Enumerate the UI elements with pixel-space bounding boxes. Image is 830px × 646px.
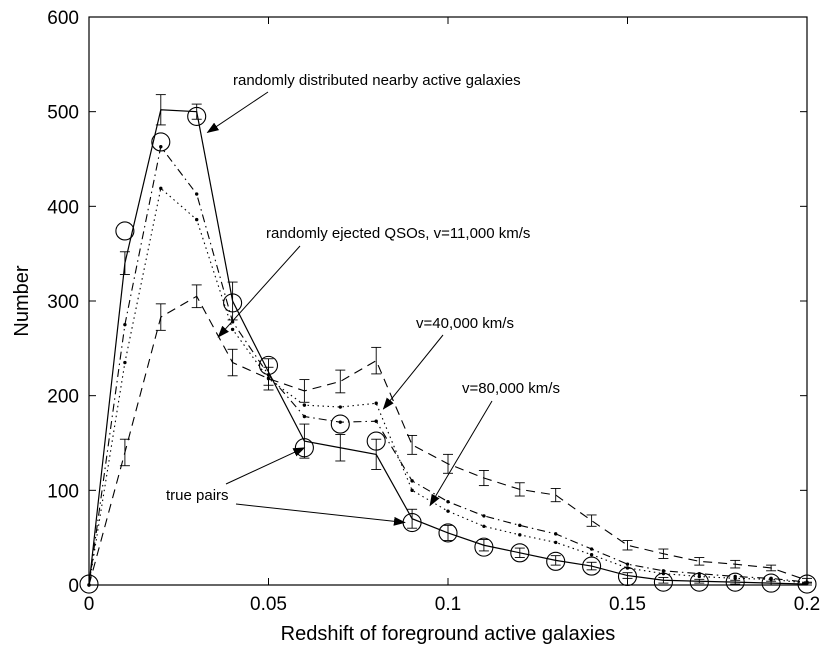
data-point [159, 186, 163, 191]
y-tick-label: 100 [47, 481, 79, 502]
data-point [446, 499, 450, 504]
data-point [554, 532, 558, 536]
annotation-arrow [429, 400, 493, 507]
y-tick-label: 600 [47, 8, 79, 29]
data-point [266, 376, 271, 381]
data-point [589, 547, 594, 551]
x-axis-label: Redshift of foreground active galaxies [281, 623, 616, 645]
data-point-circle [115, 221, 135, 241]
y-tick-label: 0 [68, 576, 79, 597]
annotation-arrow [225, 447, 306, 485]
data-point-circle [223, 293, 243, 313]
data-point [123, 322, 127, 327]
data-point-circle [366, 431, 386, 451]
data-point [159, 144, 163, 149]
annotation-ejected-qsos: randomly ejected QSOs, v=11,000 km/s [266, 225, 530, 242]
data-point [697, 574, 701, 579]
data-point-circle [797, 574, 817, 594]
data-point-circle [474, 537, 494, 557]
data-point [338, 405, 342, 409]
data-point [123, 360, 127, 365]
data-point [302, 414, 307, 419]
data-point [338, 420, 342, 424]
annotation-arrow [235, 503, 406, 526]
data-point [518, 533, 522, 537]
data-point-circle [725, 572, 745, 592]
data-point [230, 327, 235, 332]
data-point [374, 419, 378, 423]
data-point-circle [510, 543, 530, 563]
data-point [195, 192, 199, 196]
y-tick-label: 300 [47, 292, 79, 313]
data-point [733, 576, 737, 581]
data-point [589, 553, 594, 557]
y-tick-label: 200 [47, 387, 79, 408]
y-tick-label: 400 [47, 197, 79, 218]
data-point [769, 577, 773, 582]
series-solid [88, 94, 812, 586]
x-tick-label: 0 [84, 594, 95, 615]
data-point-circle [258, 355, 279, 375]
y-axis-label: Number [11, 265, 33, 336]
data-point-circle [151, 132, 171, 152]
x-tick-label: 0.1 [435, 594, 461, 615]
data-point [554, 540, 558, 545]
y-tick-label: 500 [47, 103, 79, 124]
data-point [482, 524, 486, 529]
data-point [302, 403, 307, 407]
data-point-circle [438, 523, 458, 543]
annotation-v80000: v=80,000 km/s [462, 380, 560, 397]
series-circles [79, 106, 817, 594]
annotation-arrow [217, 245, 301, 338]
data-point [518, 523, 522, 528]
data-point [410, 479, 414, 483]
series-dashed [88, 284, 812, 586]
annotation-nearby-active-galaxies: randomly distributed nearby active galax… [233, 72, 521, 89]
x-tick-label: 0.15 [609, 594, 646, 615]
annotation-v40000: v=40,000 km/s [416, 315, 514, 332]
annotation-arrow [206, 91, 269, 134]
x-tick-label: 0.05 [250, 594, 287, 615]
data-point [410, 488, 414, 493]
annotation-arrow [382, 334, 444, 410]
plot-area [88, 16, 808, 586]
data-point [446, 509, 450, 513]
data-point-circle [761, 573, 781, 593]
data-point [374, 401, 378, 405]
data-point [87, 583, 91, 587]
annotation-true-pairs: true pairs [166, 487, 229, 504]
data-point [625, 562, 630, 566]
data-point-circle [653, 572, 673, 592]
data-point [482, 514, 486, 518]
series-line [88, 145, 808, 586]
data-point-circle [582, 556, 602, 576]
data-point [805, 581, 809, 585]
data-point [195, 217, 199, 222]
data-point [661, 569, 666, 573]
data-point-circle [689, 572, 709, 592]
data-point-circle [546, 551, 566, 571]
data-point-circle [79, 574, 99, 594]
x-tick-label: 0.2 [794, 594, 820, 615]
data-point-circle [187, 106, 207, 126]
data-point-circle [330, 414, 350, 434]
series-dotted [87, 186, 809, 587]
series-dashdot [87, 144, 809, 587]
data-point-circle [617, 566, 638, 587]
